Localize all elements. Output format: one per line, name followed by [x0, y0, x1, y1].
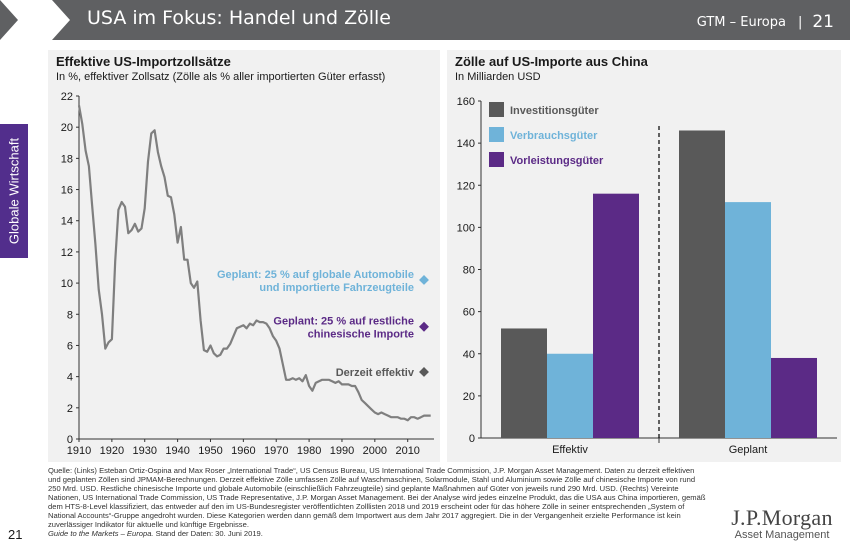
legend-swatch [489, 127, 504, 142]
bar-y-tick-label: 0 [469, 433, 475, 445]
bar-y-tick-label: 120 [457, 180, 475, 192]
annotation-diamond-marker [419, 367, 429, 377]
page-number: 21 [8, 527, 23, 542]
annotation-label: Derzeit effektiv [336, 367, 415, 379]
annotation-label-line2: und importierte Fahrzeugteile [259, 282, 414, 294]
line-x-tick-label: 1960 [231, 445, 255, 457]
annotation-label-line1: Geplant: 25 % auf restliche [273, 316, 414, 328]
bar-category-label: Geplant [729, 444, 768, 456]
line-y-tick-label: 22 [61, 91, 73, 103]
header-page-number: 21 [812, 12, 834, 32]
legend-label: Vorleistungsgüter [510, 155, 604, 167]
line-y-tick-label: 16 [61, 185, 73, 197]
header-chevron-icon [0, 0, 70, 40]
left-chart-panel: Effektive US-Importzollsätze In %, effek… [48, 50, 440, 462]
bar-1-2 [771, 357, 817, 438]
line-x-tick-label: 1920 [100, 445, 124, 457]
bar-1-0 [679, 130, 725, 439]
source-footnote: Quelle: (Links) Esteban Ortiz-Ospina and… [48, 466, 708, 538]
line-y-tick-label: 0 [67, 434, 73, 446]
tariff-rate-series-line [77, 105, 431, 422]
right-chart-panel: Zölle auf US-Importe aus China In Millia… [447, 50, 841, 462]
line-y-tick-label: 2 [67, 403, 73, 415]
side-tab: Globale Wirtschaft [0, 124, 28, 258]
annotation-label-line2: chinesische Importe [308, 329, 414, 341]
line-x-tick-label: 2000 [363, 445, 387, 457]
line-y-tick-label: 18 [61, 153, 73, 165]
line-y-tick-label: 6 [67, 340, 73, 352]
footnote-text: Quelle: (Links) Esteban Ortiz-Ospina and… [48, 466, 706, 529]
footnote-guide: Guide to the Markets – Europa. [48, 529, 154, 538]
line-x-tick-label: 1970 [264, 445, 288, 457]
bar-category-label: Effektiv [552, 444, 588, 456]
bar-y-tick-label: 60 [463, 307, 475, 319]
bar-y-tick-label: 20 [463, 391, 475, 403]
line-y-tick-label: 4 [67, 372, 73, 384]
line-x-tick-label: 1990 [330, 445, 354, 457]
header-bar: USA im Fokus: Handel und Zölle GTM – Eur… [0, 0, 850, 40]
legend-label: Investitionsgüter [510, 105, 599, 117]
left-chart-subtitle: In %, effektiver Zollsatz (Zölle als % a… [56, 71, 386, 83]
annotation-diamond-marker [419, 321, 429, 332]
annotation-diamond-marker [419, 275, 429, 285]
bar-0-2 [593, 193, 639, 438]
section-label: GTM – Europa [696, 15, 786, 30]
line-x-tick-label: 2010 [395, 445, 419, 457]
right-chart-subtitle: In Milliarden USD [455, 71, 541, 83]
bar-y-tick-label: 140 [457, 138, 475, 150]
bar-0-1 [547, 353, 593, 438]
header-meta: GTM – Europa | 21 [696, 11, 834, 32]
jpmorgan-logo: J.P.Morgan Asset Management [720, 505, 844, 541]
legend-swatch [489, 152, 504, 167]
line-x-tick-label: 1980 [297, 445, 321, 457]
page-title: USA im Fokus: Handel und Zölle [87, 7, 391, 29]
line-x-tick-label: 1910 [67, 445, 91, 457]
side-tab-label: Globale Wirtschaft [6, 137, 22, 245]
china-tariff-bar-chart: 0 20 40 60 80 100 120 140 160 Effektiv Geplant Inv… [457, 96, 837, 456]
bar-0-0 [501, 328, 547, 438]
footnote-date: Stand der Daten: 30. Juni 2019. [153, 529, 263, 538]
bar-y-tick-label: 100 [457, 222, 475, 234]
line-x-tick-label: 1930 [132, 445, 156, 457]
line-y-tick-label: 10 [61, 278, 73, 290]
logo-subline: Asset Management [734, 529, 830, 541]
tariff-rate-line-chart: 0 2 4 6 8 10 12 14 16 18 20 22 1910 1920 1930 1940 1950 1… [61, 91, 434, 457]
header-divider: | [797, 15, 803, 30]
logo-wordmark: J.P.Morgan [731, 505, 833, 530]
bar-y-tick-label: 80 [463, 265, 475, 277]
left-chart-title: Effektive US-Importzollsätze [56, 54, 231, 69]
line-y-tick-label: 12 [61, 247, 73, 259]
legend-label: Verbrauchsgüter [510, 130, 598, 142]
line-y-tick-label: 14 [61, 216, 73, 228]
bar-1-1 [725, 202, 771, 438]
legend-swatch [489, 102, 504, 117]
line-y-tick-label: 8 [67, 309, 73, 321]
bar-y-tick-label: 160 [457, 96, 475, 108]
line-x-tick-label: 1950 [198, 445, 222, 457]
line-x-tick-label: 1940 [165, 445, 189, 457]
annotation-label-line1: Geplant: 25 % auf globale Automobile [217, 269, 414, 281]
bar-y-tick-label: 40 [463, 349, 475, 361]
line-y-tick-label: 20 [61, 122, 73, 134]
right-chart-title: Zölle auf US-Importe aus China [455, 54, 648, 69]
